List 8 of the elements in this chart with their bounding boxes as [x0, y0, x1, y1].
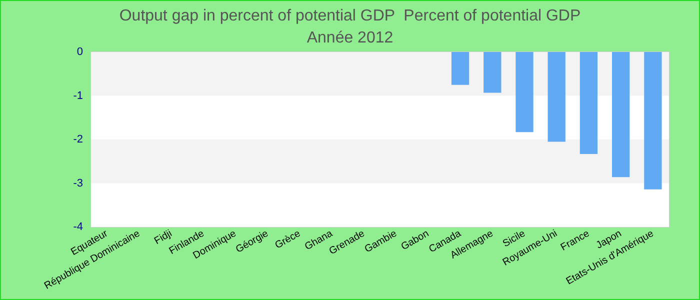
y-tick-label: -1	[73, 90, 83, 102]
x-tick-label: Grèce	[273, 228, 303, 252]
chart-subtitle: Année 2012	[306, 30, 394, 46]
chart-title: Output gap in percent of potential GDP Percent of potential GDP	[119, 8, 581, 24]
y-tick-label: -2	[73, 134, 83, 146]
y-tick-label: 0	[76, 46, 83, 58]
y-tick-label: -4	[73, 221, 83, 233]
y-tick-label: -3	[73, 177, 83, 190]
